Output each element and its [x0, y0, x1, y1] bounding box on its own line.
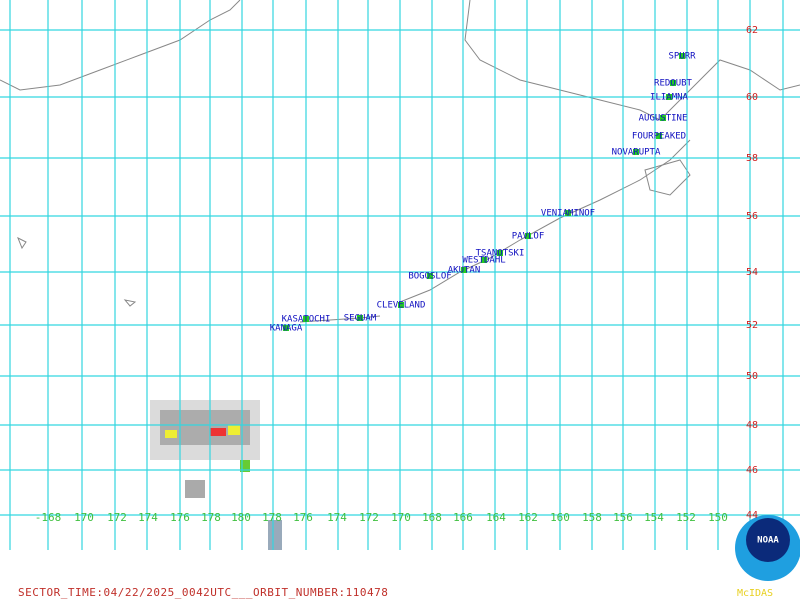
volcano-label: TSANOTSKI — [476, 249, 525, 259]
volcano-marker — [525, 233, 531, 239]
volcano-label: AKUTAN — [448, 266, 481, 276]
lon-label: 150 — [708, 511, 728, 524]
cloud-cover — [150, 400, 282, 550]
lat-label: 52 — [746, 320, 758, 331]
volcano-marker — [565, 210, 571, 216]
volcano-label: VENIAMINOF — [541, 209, 595, 219]
lon-label: 176 — [293, 511, 313, 524]
noaa-logo: NOAA McIDAS — [735, 515, 800, 599]
volcano-label: AUGUSTINE — [639, 114, 688, 124]
lon-label: 172 — [359, 511, 379, 524]
lon-label: 162 — [518, 511, 538, 524]
volcano-marker — [670, 80, 676, 86]
lat-label: 50 — [746, 371, 758, 382]
lon-label: 180 — [231, 511, 251, 524]
lon-label: 156 — [613, 511, 633, 524]
lat-label: 46 — [746, 465, 758, 476]
volcano-marker — [656, 133, 662, 139]
footer: SECTOR_TIME:04/22/2025_0042UTC___ORBIT_N… — [18, 586, 388, 599]
volcano-label: REDOUBT — [654, 79, 693, 89]
lon-label: 174 — [138, 511, 158, 524]
lon-label: 164 — [486, 511, 506, 524]
lon-label: 160 — [550, 511, 570, 524]
volcano-marker — [303, 316, 309, 322]
lat-label: 48 — [746, 420, 758, 431]
lon-label: 158 — [582, 511, 602, 524]
volcano-label: ILIAMNA — [650, 93, 689, 103]
credit: McIDAS — [737, 588, 773, 599]
lon-label: 174 — [327, 511, 347, 524]
volcano-label: NOVARUPTA — [612, 148, 661, 158]
volcano-label: WESTDAHL — [462, 256, 505, 266]
volcano-label: KASATOCHI — [282, 315, 331, 325]
lon-label: 154 — [644, 511, 664, 524]
lat-label: 60 — [746, 92, 758, 103]
volcano-marker — [497, 250, 503, 256]
lon-label: 170 — [74, 511, 94, 524]
volcano-marker — [633, 149, 639, 155]
logo-text: NOAA — [757, 536, 779, 546]
lat-label: 58 — [746, 153, 758, 164]
grid — [0, 0, 800, 550]
volcano-label: CLEVELAND — [377, 301, 426, 311]
lat-label: 56 — [746, 211, 758, 222]
lat-label: 54 — [746, 267, 758, 278]
volcano-label: FOURPEAKED — [632, 132, 686, 142]
volcano-marker — [283, 325, 289, 331]
lon-label: 170 — [391, 511, 411, 524]
volcano-marker — [660, 115, 666, 121]
volcano-label: SPURR — [668, 52, 696, 62]
lon-label: 172 — [107, 511, 127, 524]
lat-label: 44 — [746, 510, 758, 521]
volcano-marker — [427, 273, 433, 279]
lon-label: 152 — [676, 511, 696, 524]
volcano-marker — [357, 315, 363, 321]
lat-label: 62 — [746, 25, 758, 36]
volcano-marker — [666, 94, 672, 100]
lon-label: 168 — [422, 511, 442, 524]
lon-label: 176 — [170, 511, 190, 524]
volcano-label: BOGOSLOF — [408, 272, 451, 282]
volcano-marker — [481, 257, 487, 263]
volcano-marker — [679, 53, 685, 59]
lon-label: -168 — [35, 511, 62, 524]
volcano-label: KANAGA — [270, 324, 303, 334]
volcano-marker — [398, 302, 404, 308]
volcano-label: PAVLOF — [512, 232, 545, 242]
lon-label: 178 — [262, 511, 282, 524]
lon-label: 166 — [453, 511, 473, 524]
volcano-label: SEGUAM — [344, 314, 377, 324]
lon-label: 178 — [201, 511, 221, 524]
volcano-marker — [461, 267, 467, 273]
